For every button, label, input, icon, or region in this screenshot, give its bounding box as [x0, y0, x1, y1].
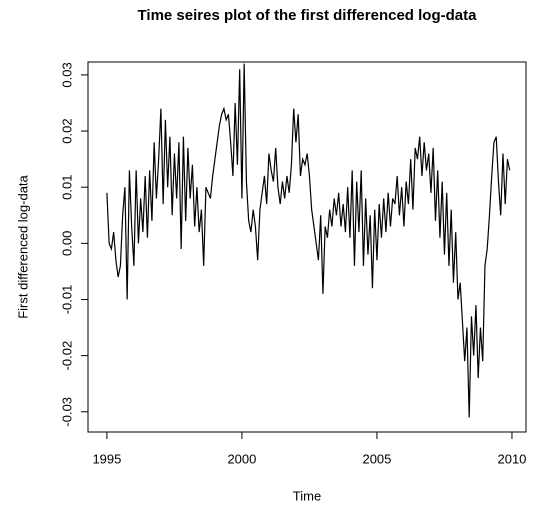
x-tick-label: 1995	[92, 451, 121, 466]
series-line	[106, 63, 511, 418]
x-tick-label: 2010	[497, 451, 526, 466]
y-tick-label: 0.03	[59, 62, 74, 87]
y-tick-label: 0.00	[59, 231, 74, 256]
chart-title: Time seires plot of the first difference…	[138, 7, 478, 24]
x-tick-label: 2005	[362, 451, 391, 466]
y-tick-label: -0.02	[59, 341, 74, 371]
y-tick-label: 0.02	[59, 118, 74, 143]
y-tick-label: -0.01	[59, 285, 74, 315]
y-axis-label: First differenced log-data	[15, 174, 30, 318]
plot-frame	[87, 61, 527, 433]
x-tick-label: 2000	[227, 451, 256, 466]
y-tick-label: -0.03	[59, 397, 74, 427]
y-tick-label: 0.01	[59, 175, 74, 200]
x-axis-label: Time	[293, 488, 321, 503]
